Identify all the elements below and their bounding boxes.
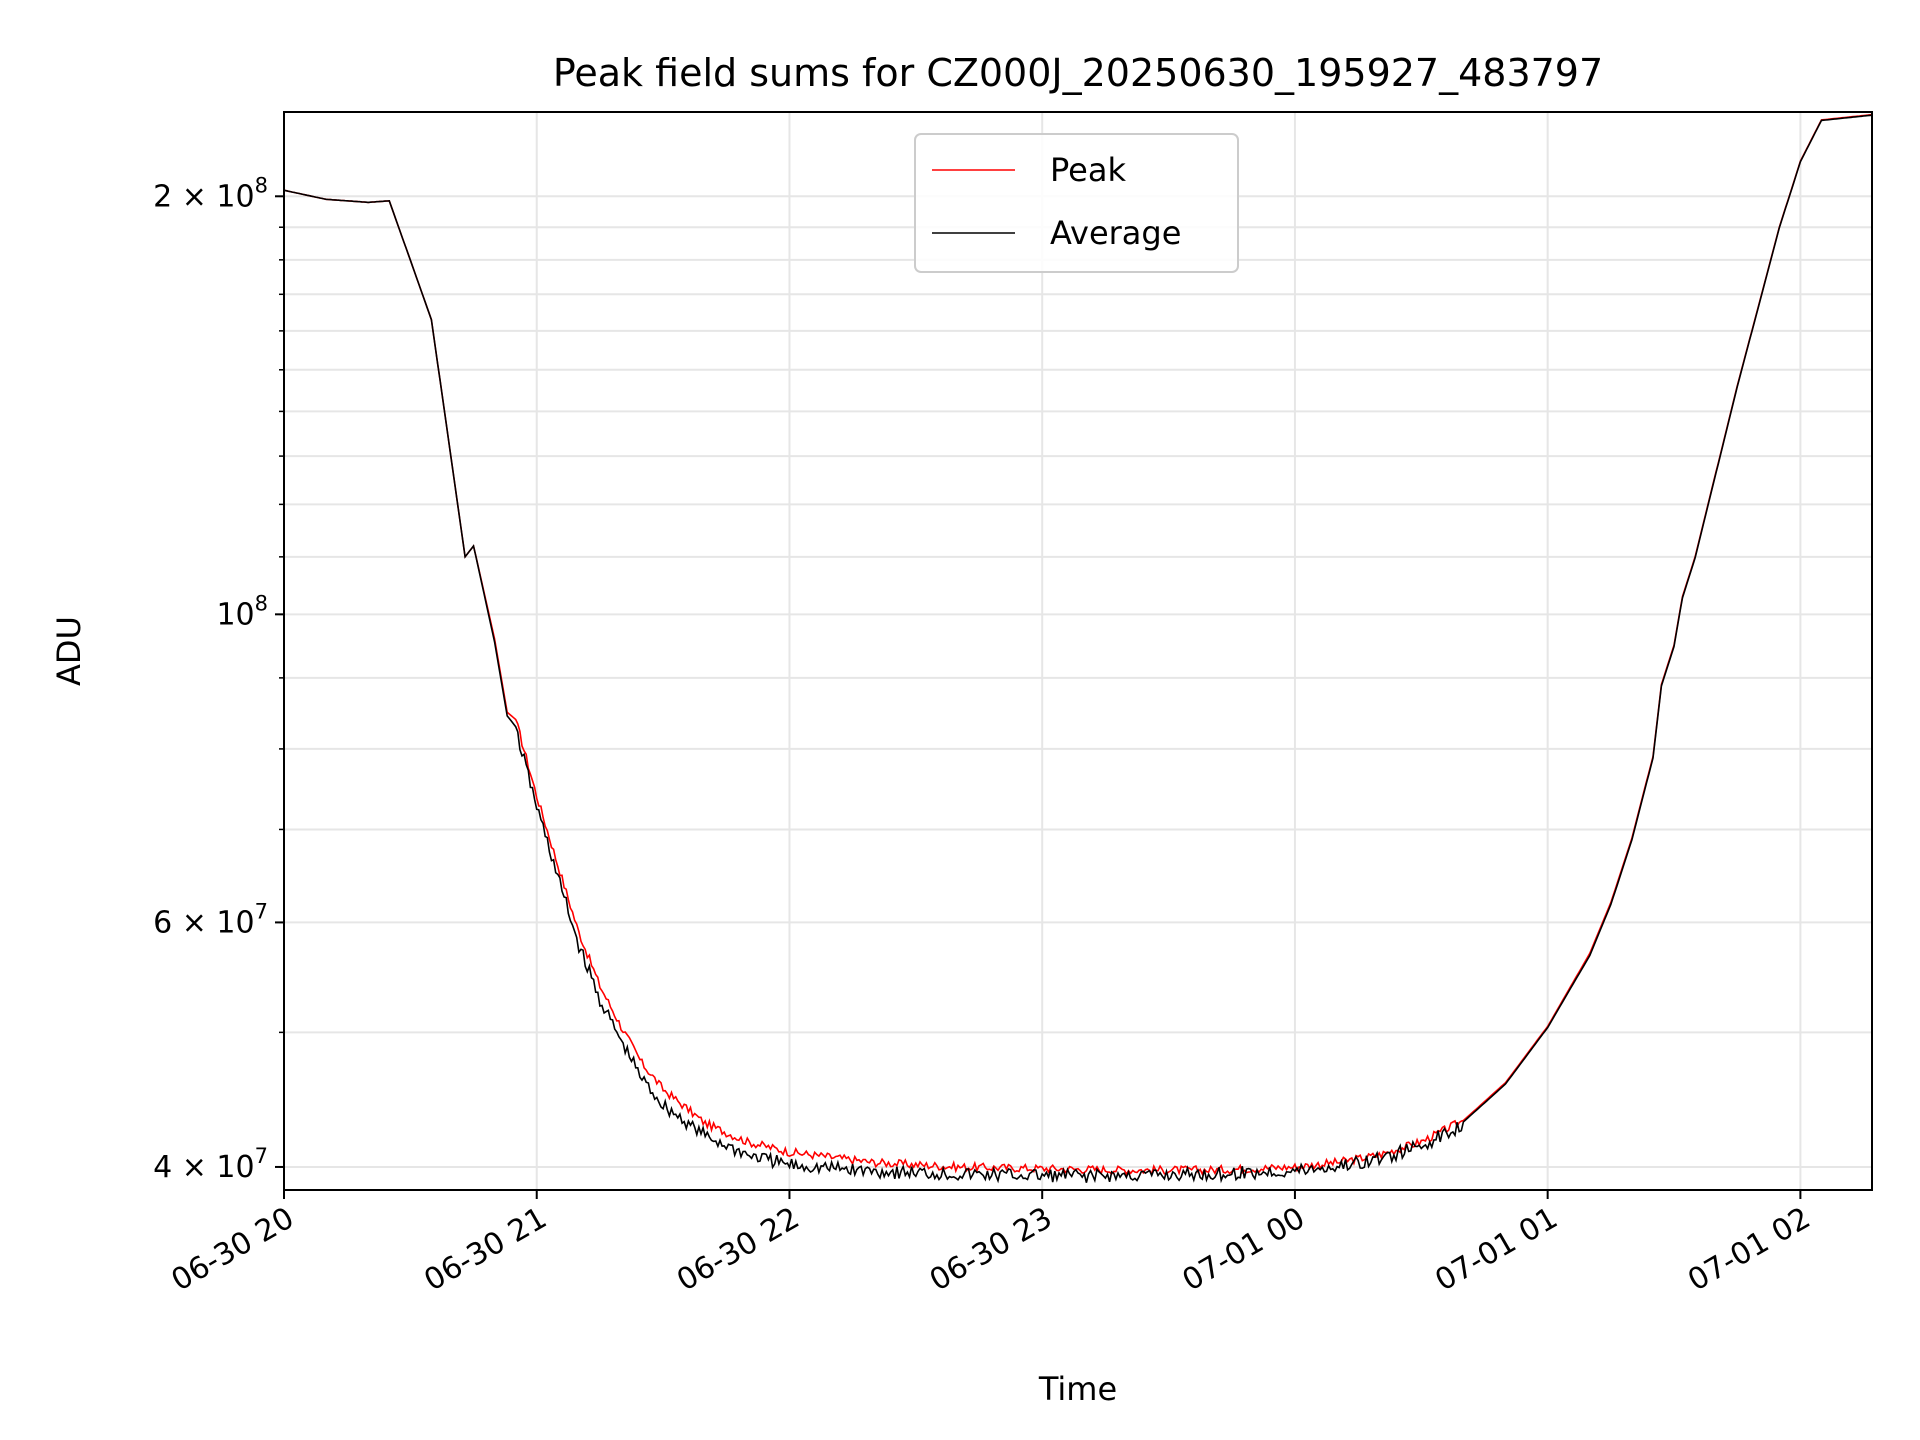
x-axis-label: Time — [1038, 1370, 1117, 1408]
legend-label-average: Average — [1050, 214, 1181, 252]
legend: Peak Average — [914, 133, 1239, 273]
y-axis-label: ADU — [50, 616, 88, 686]
legend-label-peak: Peak — [1050, 151, 1126, 189]
y-tick-label: 6 × 107 — [153, 899, 268, 940]
y-tick-label: 108 — [216, 591, 268, 632]
chart-title: Peak field sums for CZ000J_20250630_1959… — [553, 51, 1603, 95]
legend-box — [914, 133, 1239, 273]
plot-frame — [283, 111, 1873, 1191]
series-line-average — [283, 114, 1873, 1184]
y-tick-label: 4 × 107 — [153, 1144, 268, 1185]
y-tick-label: 2 × 108 — [153, 173, 268, 214]
series-lines — [283, 113, 1873, 1184]
